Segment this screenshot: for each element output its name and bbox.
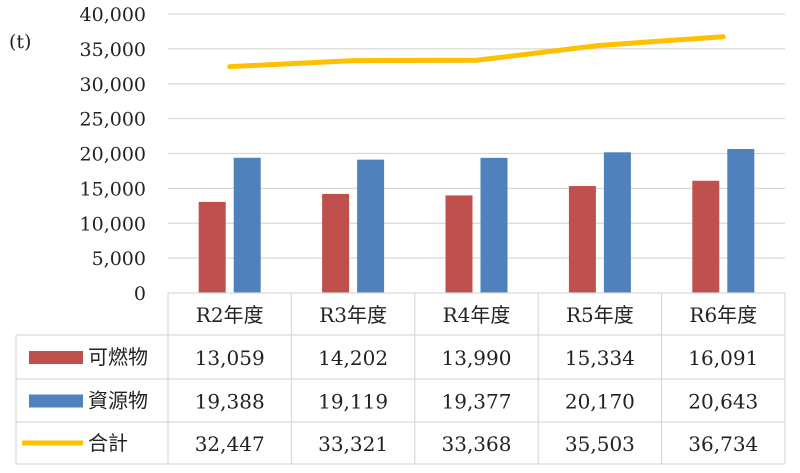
- table-value: 20,170: [565, 390, 635, 414]
- bar-resource: [727, 149, 755, 293]
- table-value: 35,503: [565, 432, 635, 456]
- y-tick-label: 25,000: [80, 109, 146, 131]
- category-label: R4年度: [443, 303, 511, 327]
- y-tick-label: 15,000: [80, 178, 146, 200]
- table-value: 33,321: [318, 432, 388, 456]
- category-label: R5年度: [566, 303, 634, 327]
- bar-resource: [233, 157, 261, 293]
- category-label: R6年度: [689, 303, 757, 327]
- bar-combustible: [692, 180, 720, 293]
- table-value: 14,202: [318, 346, 388, 370]
- table-value: 33,368: [442, 432, 512, 456]
- bar-resource: [480, 157, 508, 293]
- table-value: 19,377: [442, 390, 512, 414]
- y-tick-label: 40,000: [80, 4, 146, 26]
- bars: [198, 149, 755, 293]
- y-tick-label: 0: [134, 283, 146, 305]
- table-value: 36,734: [688, 432, 758, 456]
- y-tick-label: 10,000: [80, 213, 146, 235]
- table-value: 13,059: [195, 346, 265, 370]
- unit-label: (t): [9, 31, 31, 53]
- legend-label: 可燃物: [88, 345, 148, 369]
- y-tick-label: 30,000: [80, 74, 146, 96]
- bar-combustible: [568, 186, 596, 293]
- table-value: 20,643: [688, 390, 758, 414]
- table-value: 13,990: [442, 346, 512, 370]
- y-axis: 0 5,000 10,000 15,000 20,000 25,000 30,000 35,0…: [80, 4, 146, 305]
- legend-swatch: [29, 351, 83, 364]
- bar-combustible: [198, 201, 226, 293]
- gridlines: [168, 13, 785, 259]
- category-label: R3年度: [319, 303, 387, 327]
- legend-swatch: [29, 394, 83, 408]
- table-value: 15,334: [565, 346, 635, 370]
- category-label: R2年度: [196, 303, 264, 327]
- legend-label: 合計: [88, 431, 128, 455]
- table-value: 32,447: [195, 432, 265, 456]
- table-value: 19,119: [318, 390, 388, 414]
- bar-resource: [357, 159, 385, 293]
- table-value: 19,388: [195, 390, 265, 414]
- bar-combustible: [322, 193, 350, 293]
- y-tick-label: 35,000: [80, 39, 146, 61]
- y-tick-label: 20,000: [80, 144, 146, 166]
- bar-resource: [603, 152, 631, 293]
- total-line: [227, 34, 726, 70]
- bar-combustible: [445, 195, 473, 293]
- table-value: 16,091: [688, 346, 758, 370]
- legend-label: 資源物: [88, 389, 148, 413]
- y-tick-label: 5,000: [92, 248, 146, 270]
- total-line-path: [227, 34, 726, 70]
